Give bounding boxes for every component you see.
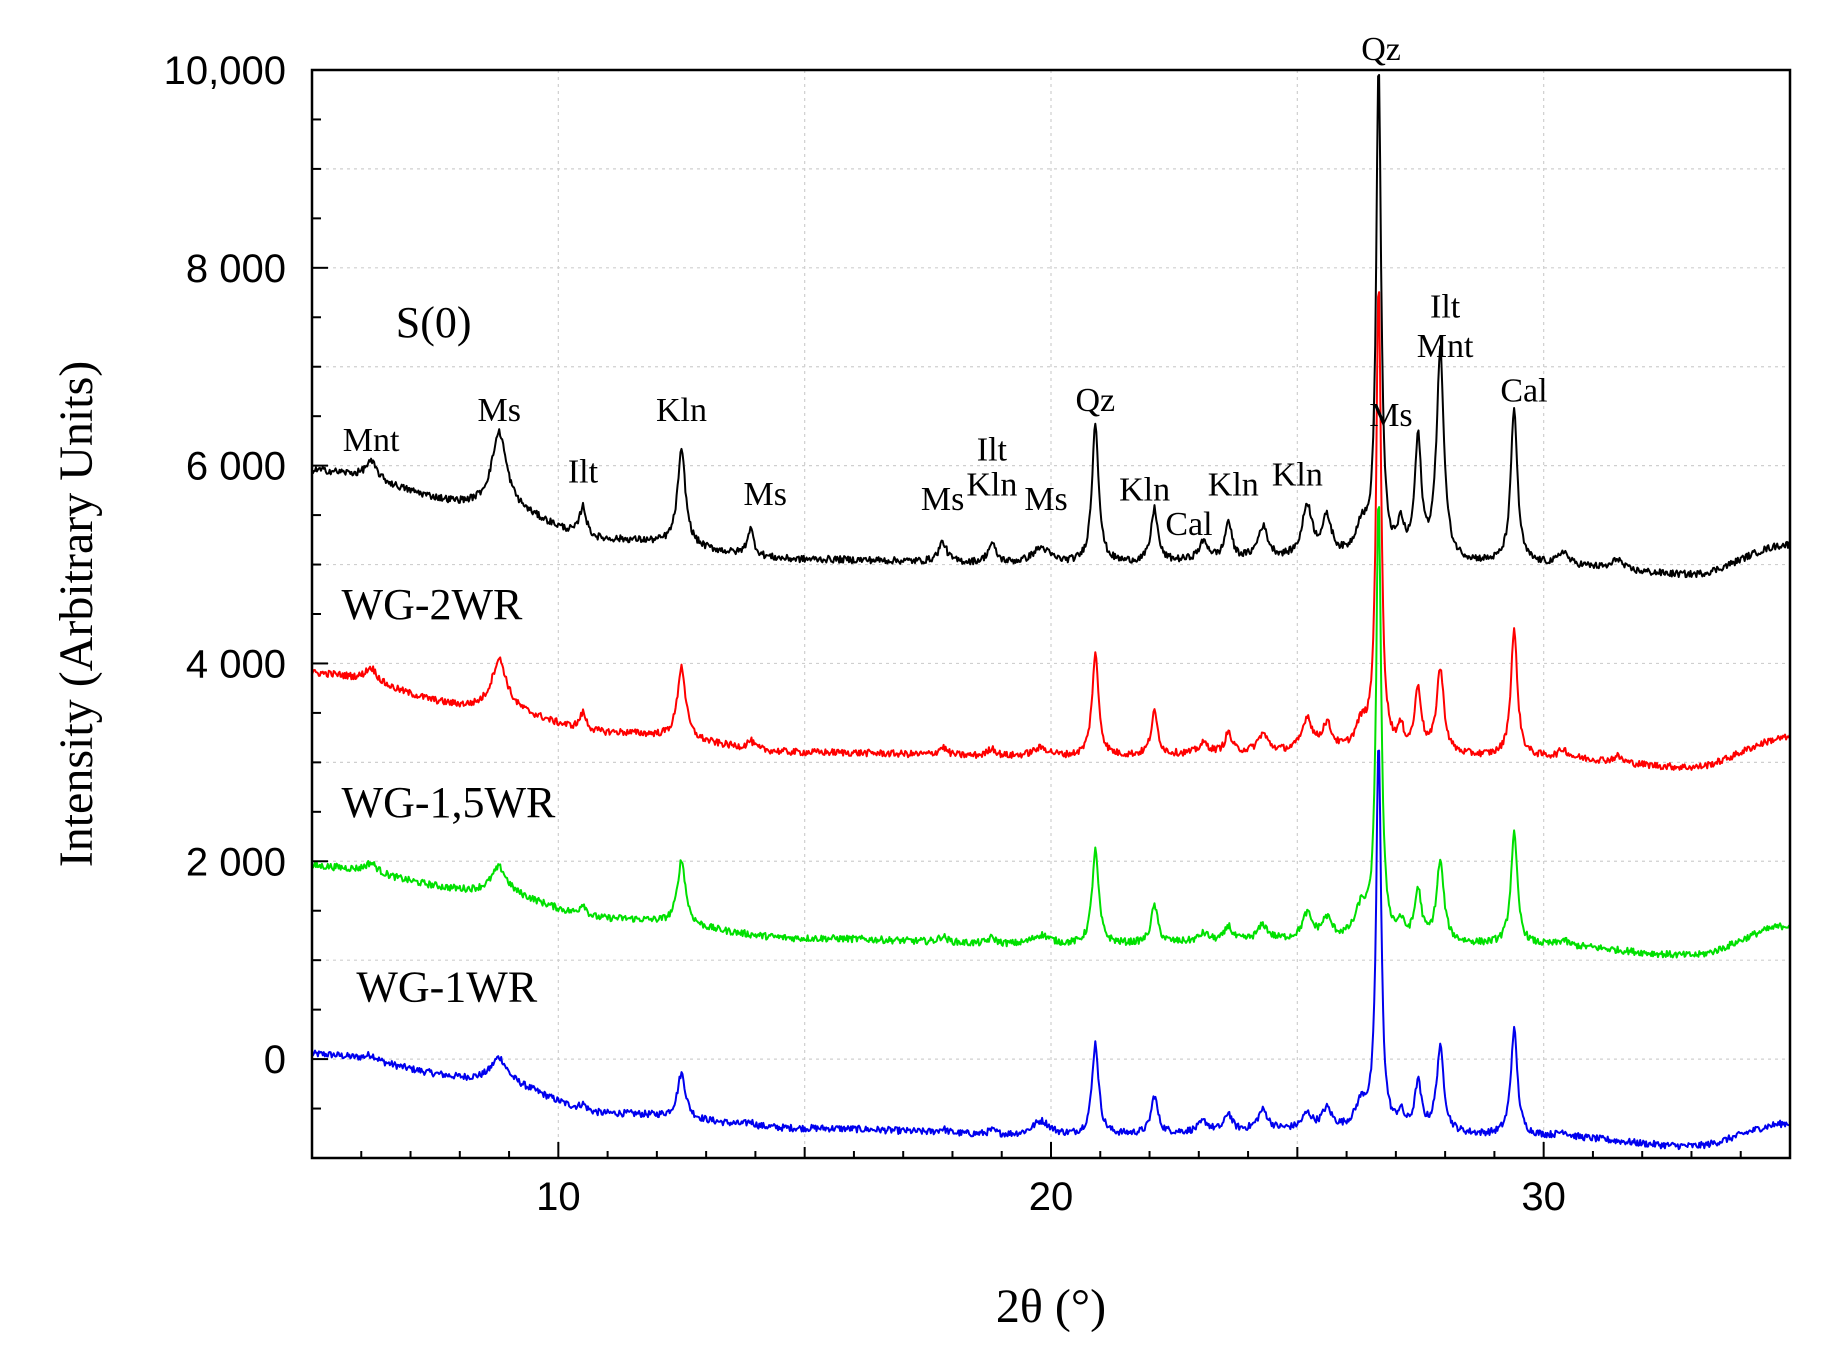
peak-annotation: Kln: [1208, 466, 1259, 503]
peak-annotation: Cal: [1500, 372, 1547, 409]
series-lines: [311, 73, 1791, 1151]
peak-annotation: Ms: [1024, 481, 1067, 518]
axes: 10 20 30 0 2 000 4 000 6 000 8 000 10,000: [164, 49, 1742, 1219]
peak-annotation: Kln: [1119, 471, 1170, 508]
peak-annotation: Ilt: [1430, 288, 1461, 325]
peak-annotation: Mnt: [343, 422, 400, 459]
series-label: WG-1,5WR: [342, 778, 556, 827]
peak-annotation: Ms: [477, 392, 520, 429]
x-tick-label: 30: [1521, 1175, 1566, 1219]
y-tick-label: 0: [264, 1038, 286, 1082]
y-tick-label: 2 000: [186, 840, 286, 884]
peak-annotation: Mnt: [1417, 328, 1474, 365]
series-label: WG-2WR: [342, 580, 523, 629]
peak-annotation: Cal: [1165, 506, 1212, 543]
peak-annotation: Ms: [1369, 397, 1412, 434]
peak-annotation: Kln: [1272, 456, 1323, 493]
peak-annotation: Ilt: [977, 432, 1008, 469]
x-axis-title: 2θ (°): [996, 1280, 1106, 1333]
peak-annotation: Kln: [656, 392, 707, 429]
series-labels: S(0) WG-2WR WG-1,5WR WG-1WR: [342, 298, 556, 1012]
x-tick-label: 20: [1029, 1175, 1074, 1219]
y-axis-title: Intensity (Arbitrary Units): [50, 361, 103, 868]
grid-lines: [312, 70, 1790, 1158]
series-label: S(0): [396, 298, 472, 347]
y-tick-label: 4 000: [186, 642, 286, 686]
series-label: WG-1WR: [356, 963, 537, 1012]
y-tick-label: 10,000: [164, 49, 286, 93]
peak-annotation: Ms: [744, 476, 787, 513]
peak-annotation: Ilt: [568, 453, 599, 490]
series-line-wg-1wr: [311, 749, 1791, 1151]
series-line-wg-2wr: [311, 291, 1791, 771]
series-line-wg-1-5wr: [311, 506, 1791, 959]
peak-annotation: Kln: [966, 466, 1017, 503]
y-tick-label: 8 000: [186, 247, 286, 291]
series-line-s-0-: [311, 73, 1791, 579]
peak-annotation: Qz: [1076, 382, 1116, 419]
peak-annotation: Ms: [921, 481, 964, 518]
y-tick-label: 6 000: [186, 445, 286, 489]
x-tick-label: 10: [536, 1175, 581, 1219]
peak-annotation: Qz: [1361, 31, 1401, 68]
